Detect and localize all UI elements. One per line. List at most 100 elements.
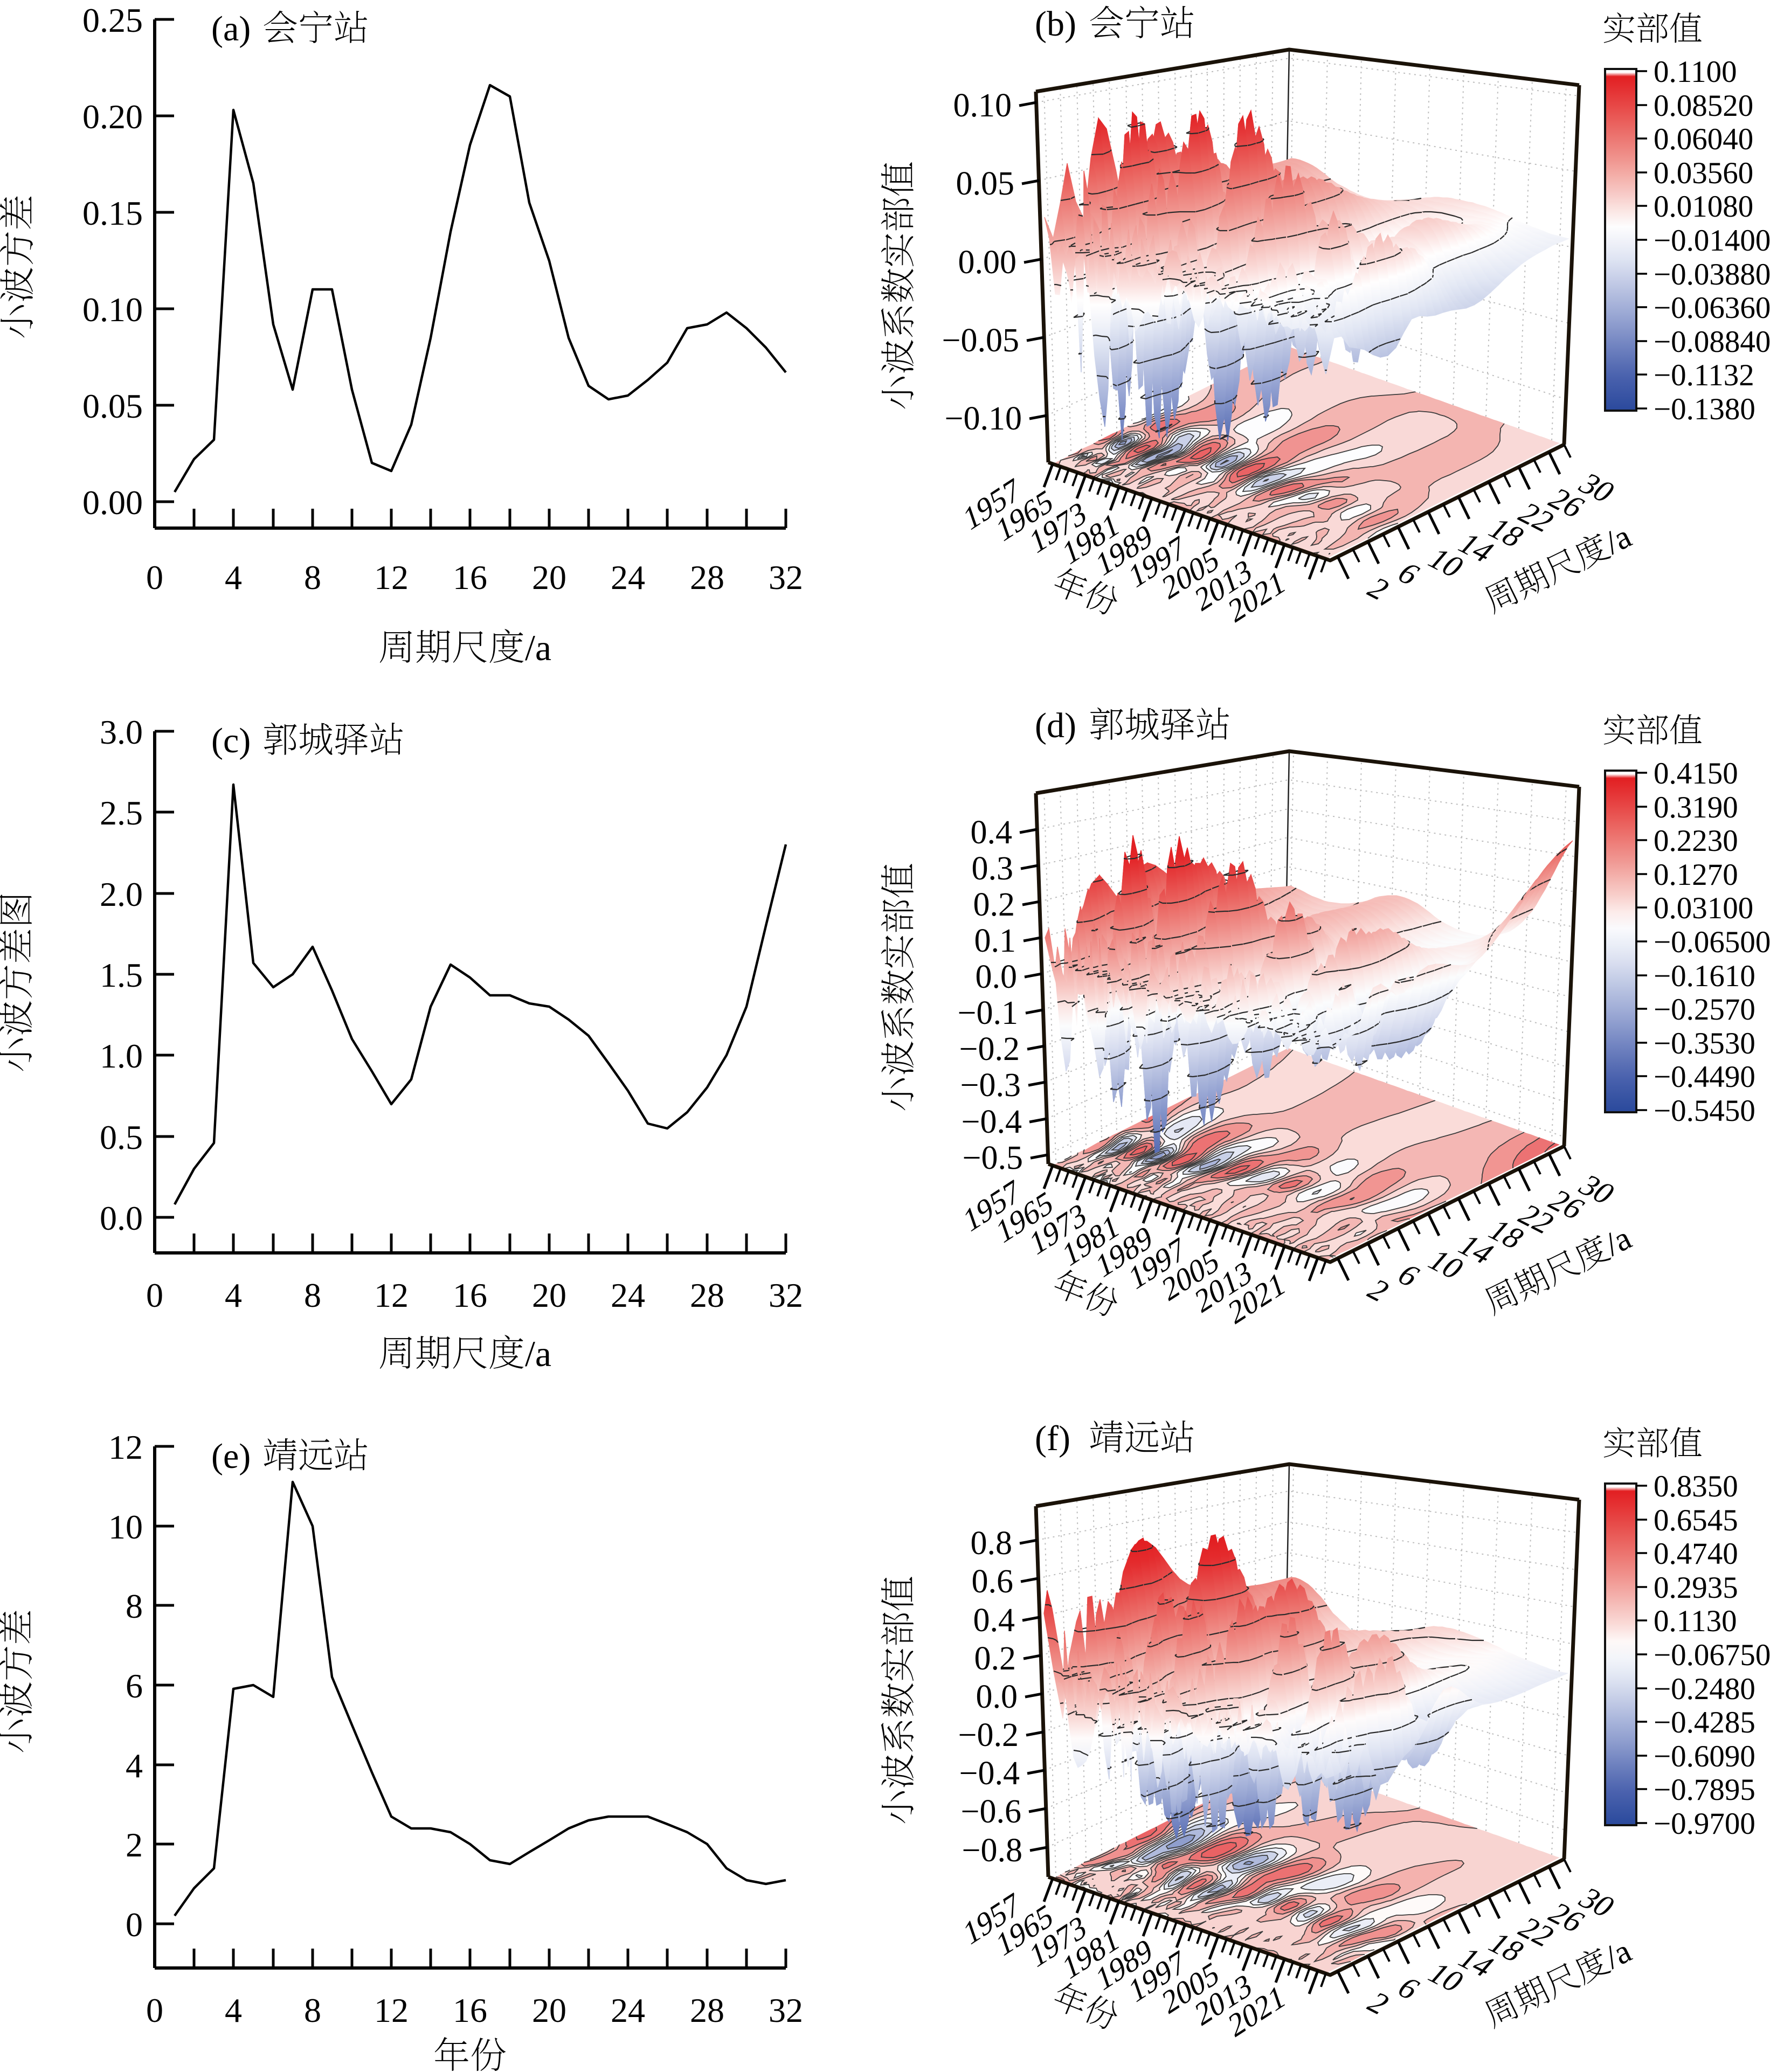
svg-text:0.1100: 0.1100 (1654, 55, 1737, 89)
svg-text:0.2230: 0.2230 (1654, 824, 1738, 858)
svg-text:0.3190: 0.3190 (1654, 791, 1738, 824)
svg-text:0.4740: 0.4740 (1654, 1537, 1738, 1571)
svg-text:16: 16 (453, 1276, 487, 1314)
svg-text:0.05: 0.05 (82, 387, 143, 425)
svg-text:0.5: 0.5 (100, 1118, 143, 1156)
svg-text:0.10: 0.10 (82, 290, 143, 329)
svg-text:−0.4490: −0.4490 (1654, 1060, 1755, 1094)
svg-text:−0.2: −0.2 (959, 1031, 1020, 1068)
svg-text:2.5: 2.5 (100, 794, 143, 832)
svg-text:4: 4 (225, 1991, 242, 2029)
svg-text:32: 32 (769, 1991, 803, 2029)
svg-text:−0.6090: −0.6090 (1654, 1740, 1755, 1773)
svg-text:−0.06500: −0.06500 (1654, 925, 1771, 959)
svg-text:12: 12 (374, 1991, 409, 2029)
svg-text:20: 20 (532, 558, 566, 597)
svg-text:32: 32 (769, 1276, 803, 1314)
svg-text:24: 24 (611, 558, 645, 597)
svg-text:0.2: 0.2 (974, 1640, 1016, 1677)
svg-text:0.4: 0.4 (973, 1602, 1015, 1639)
svg-text:−0.4: −0.4 (962, 1104, 1022, 1140)
svg-text:−0.10: −0.10 (945, 400, 1022, 437)
svg-text:8: 8 (126, 1587, 143, 1625)
svg-text:8: 8 (304, 1991, 321, 2029)
svg-text:16: 16 (453, 1991, 487, 2029)
svg-text:(f): (f) (1035, 1419, 1070, 1458)
svg-text:−0.2570: −0.2570 (1654, 993, 1755, 1027)
svg-text:−0.08840: −0.08840 (1654, 325, 1771, 359)
svg-text:4: 4 (225, 1276, 242, 1314)
svg-text:1.0: 1.0 (100, 1037, 143, 1075)
svg-text:−0.6: −0.6 (961, 1793, 1021, 1830)
svg-text:(a): (a) (211, 9, 251, 48)
svg-text:−0.5: −0.5 (963, 1140, 1023, 1176)
svg-text:3.0: 3.0 (100, 713, 143, 751)
svg-text:/a: /a (525, 1333, 551, 1374)
svg-text:0: 0 (126, 1905, 143, 1944)
svg-text:0.15: 0.15 (82, 194, 143, 232)
svg-text:−0.1380: −0.1380 (1654, 392, 1755, 426)
svg-text:0.0: 0.0 (100, 1199, 143, 1237)
svg-text:−0.1132: −0.1132 (1654, 358, 1754, 392)
svg-text:−0.9700: −0.9700 (1654, 1807, 1755, 1841)
svg-text:0.2: 0.2 (973, 886, 1015, 923)
svg-text:/a: /a (525, 627, 551, 668)
svg-text:12: 12 (108, 1428, 143, 1466)
svg-text:6: 6 (126, 1667, 143, 1705)
svg-text:−0.3530: −0.3530 (1654, 1027, 1755, 1061)
svg-text:0.10: 0.10 (953, 87, 1012, 124)
svg-text:−0.4285: −0.4285 (1654, 1706, 1755, 1740)
svg-text:4: 4 (225, 558, 242, 597)
svg-text:−0.05: −0.05 (942, 322, 1019, 359)
svg-text:0.01080: 0.01080 (1654, 190, 1753, 224)
svg-text:−0.1: −0.1 (958, 995, 1018, 1031)
svg-text:4: 4 (126, 1747, 143, 1785)
svg-text:0.06040: 0.06040 (1654, 122, 1753, 156)
svg-text:−0.01400: −0.01400 (1654, 224, 1771, 258)
svg-text:0.0: 0.0 (976, 959, 1018, 995)
svg-text:8: 8 (304, 558, 321, 597)
svg-text:28: 28 (690, 558, 724, 597)
svg-text:28: 28 (690, 1276, 724, 1314)
svg-text:−0.2480: −0.2480 (1654, 1672, 1755, 1706)
svg-text:0.6: 0.6 (972, 1563, 1014, 1600)
svg-text:28: 28 (690, 1991, 724, 2029)
svg-text:0.1: 0.1 (974, 923, 1016, 959)
svg-text:0.05: 0.05 (956, 165, 1015, 202)
svg-text:20: 20 (532, 1276, 566, 1314)
svg-text:0.4: 0.4 (971, 814, 1013, 851)
svg-text:0.00: 0.00 (82, 483, 143, 522)
svg-text:0.8: 0.8 (971, 1525, 1013, 1562)
svg-text:24: 24 (611, 1276, 645, 1314)
svg-text:0.0: 0.0 (976, 1679, 1018, 1715)
svg-text:1.5: 1.5 (100, 956, 143, 994)
svg-text:(e): (e) (211, 1437, 251, 1476)
svg-text:−0.3: −0.3 (960, 1067, 1021, 1104)
svg-text:20: 20 (532, 1991, 566, 2029)
svg-text:10: 10 (108, 1508, 143, 1546)
svg-text:0.8350: 0.8350 (1654, 1470, 1738, 1503)
svg-text:0.3: 0.3 (972, 850, 1014, 887)
svg-text:−0.03880: −0.03880 (1654, 258, 1771, 292)
svg-text:−0.4: −0.4 (959, 1755, 1020, 1792)
svg-text:0: 0 (146, 1276, 163, 1314)
svg-text:−0.06750: −0.06750 (1654, 1638, 1771, 1672)
svg-text:0.1270: 0.1270 (1654, 858, 1738, 892)
svg-text:12: 12 (374, 558, 409, 597)
svg-text:−0.8: −0.8 (962, 1832, 1022, 1869)
svg-text:−0.5450: −0.5450 (1654, 1094, 1755, 1128)
svg-text:8: 8 (304, 1276, 321, 1314)
svg-text:0.2935: 0.2935 (1654, 1571, 1738, 1605)
svg-text:2.0: 2.0 (100, 875, 143, 913)
svg-text:−0.06360: −0.06360 (1654, 291, 1771, 325)
svg-text:−0.7895: −0.7895 (1654, 1773, 1755, 1807)
svg-text:0.00: 0.00 (958, 244, 1017, 281)
svg-text:32: 32 (769, 558, 803, 597)
svg-text:24: 24 (611, 1991, 645, 2029)
svg-text:0.03100: 0.03100 (1654, 891, 1753, 925)
svg-text:12: 12 (374, 1276, 409, 1314)
svg-text:(b): (b) (1035, 4, 1076, 44)
svg-text:0: 0 (146, 558, 163, 597)
svg-text:0.4150: 0.4150 (1654, 757, 1738, 791)
svg-text:0.1130: 0.1130 (1654, 1604, 1737, 1638)
